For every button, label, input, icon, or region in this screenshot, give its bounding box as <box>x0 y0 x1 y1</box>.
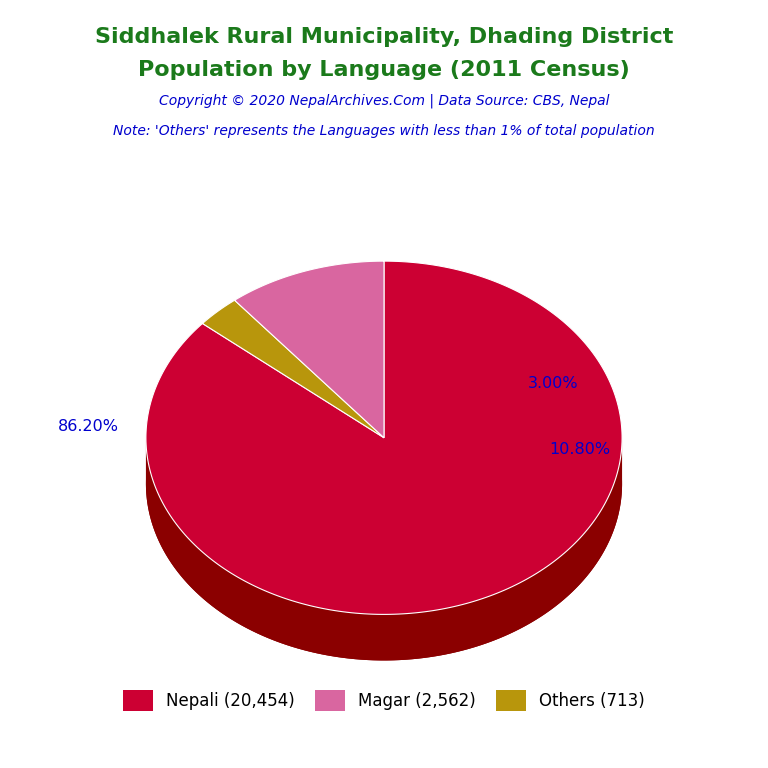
Text: Note: 'Others' represents the Languages with less than 1% of total population: Note: 'Others' represents the Languages … <box>113 124 655 138</box>
Polygon shape <box>146 307 622 660</box>
Polygon shape <box>203 300 384 438</box>
Text: 86.20%: 86.20% <box>58 419 119 434</box>
Text: Population by Language (2011 Census): Population by Language (2011 Census) <box>138 60 630 80</box>
Text: Siddhalek Rural Municipality, Dhading District: Siddhalek Rural Municipality, Dhading Di… <box>94 27 674 47</box>
Text: 10.80%: 10.80% <box>549 442 611 457</box>
Legend: Nepali (20,454), Magar (2,562), Others (713): Nepali (20,454), Magar (2,562), Others (… <box>116 684 652 717</box>
Polygon shape <box>234 307 384 484</box>
Polygon shape <box>146 439 622 660</box>
Text: Copyright © 2020 NepalArchives.Com | Data Source: CBS, Nepal: Copyright © 2020 NepalArchives.Com | Dat… <box>159 94 609 108</box>
Polygon shape <box>203 346 384 484</box>
Polygon shape <box>146 261 622 614</box>
Text: 3.00%: 3.00% <box>528 376 578 392</box>
Polygon shape <box>234 261 384 438</box>
